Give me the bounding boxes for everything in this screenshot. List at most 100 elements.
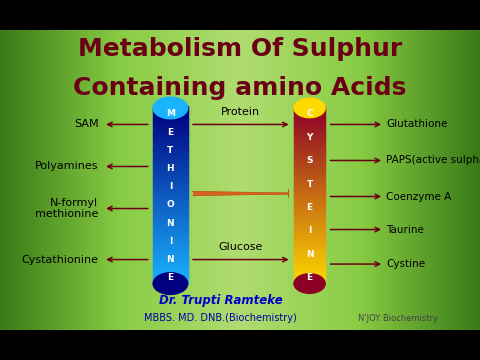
- Bar: [294, 159, 325, 161]
- Bar: [153, 267, 188, 269]
- Bar: [294, 186, 325, 188]
- Bar: [294, 191, 325, 193]
- Bar: [294, 225, 325, 227]
- Bar: [153, 234, 188, 236]
- Bar: [294, 171, 325, 174]
- Bar: [294, 264, 325, 266]
- Bar: [294, 177, 325, 179]
- Bar: [153, 262, 188, 264]
- Text: N-formyl
methionine: N-formyl methionine: [35, 198, 98, 219]
- Text: Protein: Protein: [221, 107, 261, 117]
- Bar: [153, 129, 188, 131]
- Text: S: S: [306, 156, 313, 165]
- Bar: [294, 257, 325, 259]
- Bar: [153, 188, 188, 190]
- Bar: [153, 248, 188, 250]
- Bar: [153, 140, 188, 141]
- Bar: [153, 141, 188, 143]
- Circle shape: [153, 97, 188, 119]
- Bar: [153, 212, 188, 215]
- Bar: [153, 134, 188, 136]
- Bar: [153, 148, 188, 150]
- Bar: [294, 147, 325, 149]
- Bar: [294, 243, 325, 244]
- Bar: [153, 171, 188, 174]
- Bar: [294, 138, 325, 140]
- Bar: [153, 205, 188, 207]
- Text: E: E: [307, 203, 312, 212]
- Bar: [153, 243, 188, 244]
- Bar: [294, 145, 325, 147]
- Bar: [153, 260, 188, 262]
- Bar: [153, 239, 188, 241]
- Bar: [153, 109, 188, 112]
- Bar: [153, 143, 188, 145]
- Bar: [294, 111, 325, 113]
- Bar: [153, 165, 188, 166]
- Bar: [294, 156, 325, 158]
- Bar: [294, 274, 325, 276]
- Bar: [294, 109, 325, 112]
- Bar: [153, 122, 188, 124]
- Bar: [153, 211, 188, 213]
- Bar: [294, 212, 325, 215]
- Bar: [153, 186, 188, 188]
- Bar: [153, 249, 188, 252]
- Bar: [153, 207, 188, 209]
- Bar: [153, 200, 188, 202]
- Bar: [153, 115, 188, 117]
- Bar: [294, 106, 325, 108]
- Bar: [294, 280, 325, 282]
- Bar: [153, 226, 188, 229]
- Bar: [294, 170, 325, 172]
- Circle shape: [294, 274, 325, 293]
- Bar: [153, 120, 188, 122]
- Bar: [294, 134, 325, 136]
- Text: E: E: [168, 128, 173, 137]
- Bar: [294, 220, 325, 221]
- Bar: [153, 196, 188, 198]
- Bar: [153, 193, 188, 195]
- Bar: [294, 218, 325, 220]
- Text: Coenzyme A: Coenzyme A: [386, 192, 452, 202]
- Text: Cystine: Cystine: [386, 259, 426, 269]
- Bar: [294, 249, 325, 252]
- Bar: [294, 235, 325, 238]
- Bar: [153, 166, 188, 168]
- Bar: [153, 179, 188, 181]
- Text: Polyamines: Polyamines: [35, 162, 98, 171]
- Text: H: H: [167, 164, 174, 173]
- Bar: [153, 237, 188, 239]
- Bar: [153, 232, 188, 234]
- Bar: [153, 235, 188, 238]
- Bar: [153, 230, 188, 232]
- Bar: [153, 241, 188, 243]
- Bar: [294, 179, 325, 181]
- Bar: [153, 269, 188, 271]
- Bar: [294, 180, 325, 183]
- Bar: [294, 195, 325, 197]
- Bar: [294, 221, 325, 223]
- Text: N: N: [167, 255, 174, 264]
- Bar: [153, 220, 188, 221]
- Bar: [294, 184, 325, 186]
- Text: E: E: [168, 273, 173, 282]
- Bar: [153, 173, 188, 175]
- Bar: [294, 244, 325, 246]
- Text: Dr. Trupti Ramteke: Dr. Trupti Ramteke: [159, 294, 283, 307]
- Text: Containing amino Acids: Containing amino Acids: [73, 76, 407, 100]
- Bar: [294, 148, 325, 150]
- Text: N: N: [306, 250, 313, 259]
- Bar: [294, 205, 325, 207]
- Bar: [294, 216, 325, 218]
- Text: T: T: [306, 180, 313, 189]
- Bar: [153, 108, 188, 110]
- Bar: [294, 188, 325, 190]
- Bar: [153, 253, 188, 255]
- Bar: [153, 225, 188, 227]
- Bar: [153, 214, 188, 216]
- Text: I: I: [308, 226, 312, 235]
- Text: MBBS. MD. DNB.(Biochemistry): MBBS. MD. DNB.(Biochemistry): [144, 313, 297, 323]
- Bar: [294, 125, 325, 127]
- Text: Taurine: Taurine: [386, 225, 424, 234]
